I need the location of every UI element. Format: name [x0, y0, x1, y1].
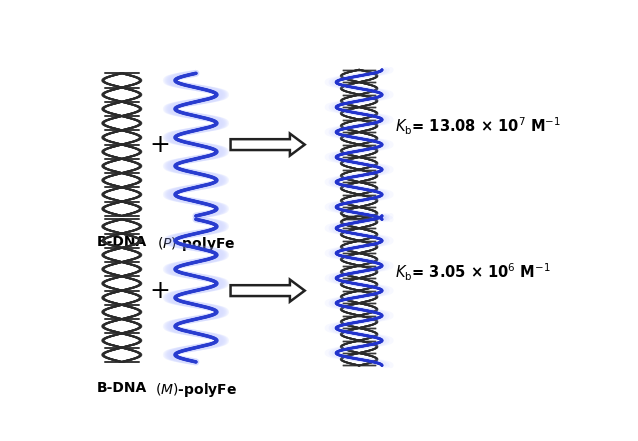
FancyArrow shape [230, 280, 305, 302]
Text: B-DNA: B-DNA [96, 381, 147, 395]
Text: +: + [149, 279, 170, 303]
Text: B-DNA: B-DNA [96, 235, 147, 249]
Text: $\mathit{(P)}$-polyFe: $\mathit{(P)}$-polyFe [157, 235, 235, 253]
Text: +: + [149, 133, 170, 157]
Text: $\mathit{K}_\mathrm{b}$= 13.08 × 10$^7$ M$^{-1}$: $\mathit{K}_\mathrm{b}$= 13.08 × 10$^7$ … [395, 115, 561, 137]
FancyArrow shape [230, 134, 305, 156]
Text: $\mathit{(M)}$-polyFe: $\mathit{(M)}$-polyFe [155, 381, 237, 399]
Text: $\mathit{K}_\mathrm{b}$= 3.05 × 10$^6$ M$^{-1}$: $\mathit{K}_\mathrm{b}$= 3.05 × 10$^6$ M… [395, 261, 551, 283]
